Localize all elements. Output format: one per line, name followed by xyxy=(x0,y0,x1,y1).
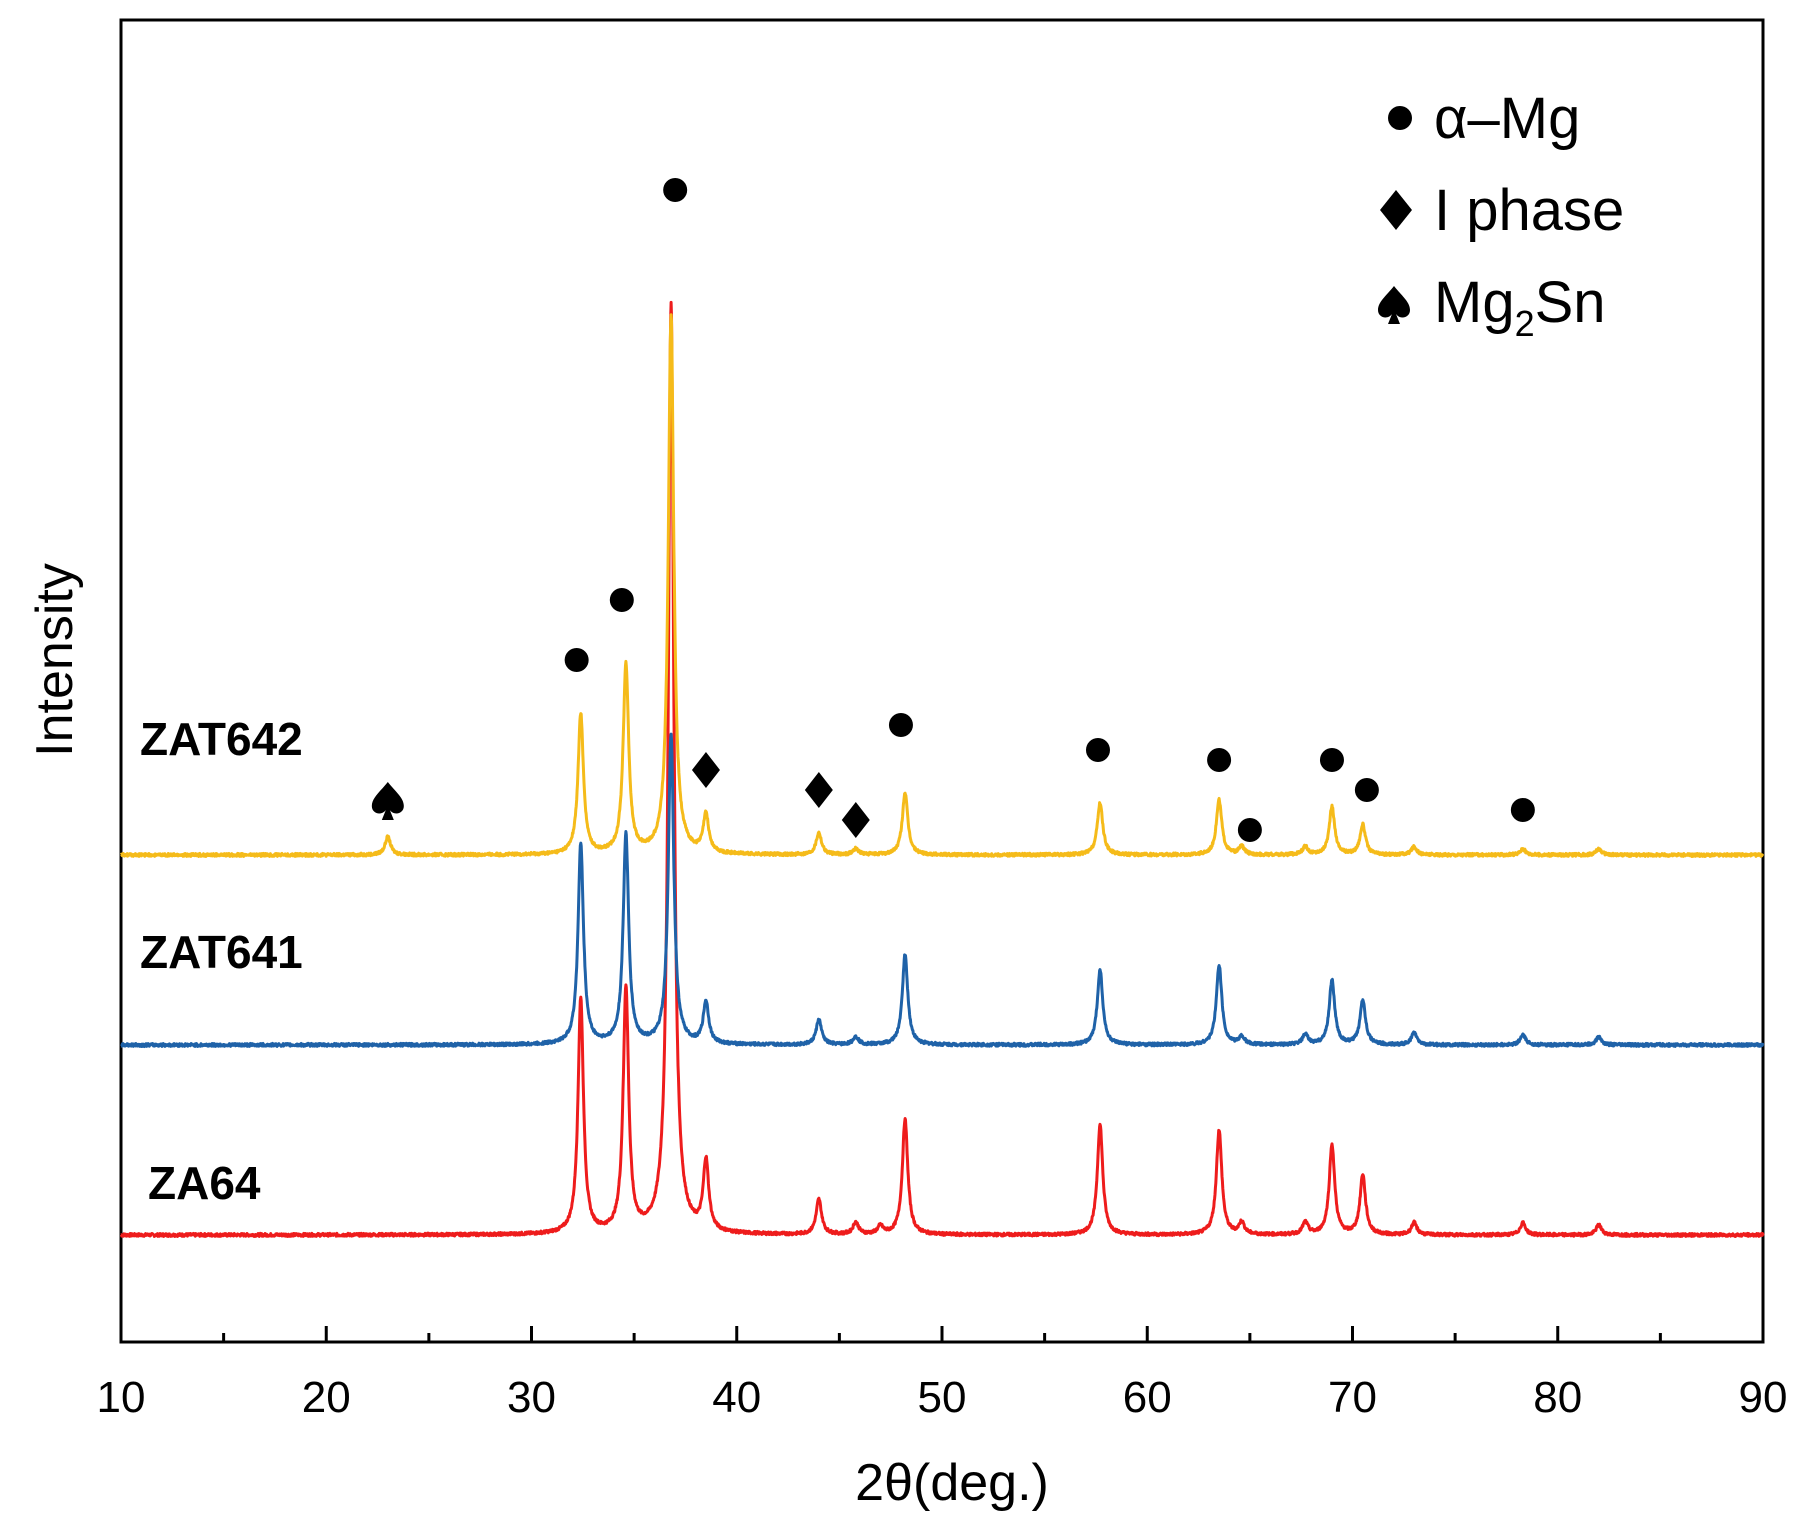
alpha-mg-marker-icon xyxy=(1237,818,1262,842)
x-tick-label-30: 30 xyxy=(507,1373,556,1422)
legend-label-i-phase: I phase xyxy=(1434,178,1624,243)
series-line-zat642 xyxy=(119,313,1765,858)
series-line-za64 xyxy=(119,300,1765,1238)
x-tick-label-50: 50 xyxy=(918,1373,967,1422)
x-axis-tick-labels: 10 20 30 40 50 60 70 80 90 xyxy=(97,1373,1788,1422)
x-tick-label-20: 20 xyxy=(302,1373,351,1422)
alpha-mg-marker-icon xyxy=(663,178,688,202)
legend-diamond-icon xyxy=(1380,190,1412,230)
series-label-za64: ZA64 xyxy=(148,1157,261,1209)
alpha-mg-marker-icon xyxy=(1319,748,1344,772)
legend-circle-icon xyxy=(1388,106,1412,130)
x-axis-title: 2θ(deg.) xyxy=(855,1454,1049,1512)
x-tick-label-60: 60 xyxy=(1123,1373,1172,1422)
alpha-mg-marker-icon xyxy=(609,588,634,612)
mg2sn-marker-icon xyxy=(371,782,404,820)
alpha-mg-marker-icon xyxy=(1207,748,1232,772)
i-phase-marker-icon xyxy=(691,752,720,788)
x-tick-label-90: 90 xyxy=(1739,1373,1788,1422)
alpha-mg-marker-icon xyxy=(888,713,913,737)
alpha-mg-marker-icon xyxy=(1354,778,1379,802)
y-axis-title: Intensity xyxy=(26,563,84,757)
phase-markers xyxy=(371,178,1535,842)
alpha-mg-marker-icon xyxy=(1085,738,1110,762)
series-label-zat641: ZAT641 xyxy=(140,926,303,978)
series-line-zat641 xyxy=(119,732,1765,1048)
x-tick-label-10: 10 xyxy=(97,1373,146,1422)
i-phase-marker-icon xyxy=(804,772,833,808)
legend-label-mg2sn: Mg2Sn xyxy=(1434,270,1606,344)
x-axis-ticks xyxy=(119,1326,1765,1342)
i-phase-marker-icon xyxy=(841,802,870,838)
x-tick-label-70: 70 xyxy=(1328,1373,1377,1422)
legend-label-mg2sn-tail: Sn xyxy=(1535,270,1606,335)
legend-label-mg2sn-sub: 2 xyxy=(1515,303,1535,344)
legend: α–Mg I phase Mg2Sn xyxy=(1378,86,1624,344)
legend-label-mg2sn-main: Mg xyxy=(1434,270,1515,335)
series-label-zat642: ZAT642 xyxy=(140,713,303,765)
alpha-mg-marker-icon xyxy=(564,648,589,672)
x-tick-label-40: 40 xyxy=(712,1373,761,1422)
x-tick-label-80: 80 xyxy=(1533,1373,1582,1422)
series-layer xyxy=(119,300,1765,1238)
alpha-mg-marker-icon xyxy=(1510,798,1535,822)
legend-label-alpha-mg: α–Mg xyxy=(1434,86,1580,151)
legend-spade-icon xyxy=(1378,286,1410,324)
